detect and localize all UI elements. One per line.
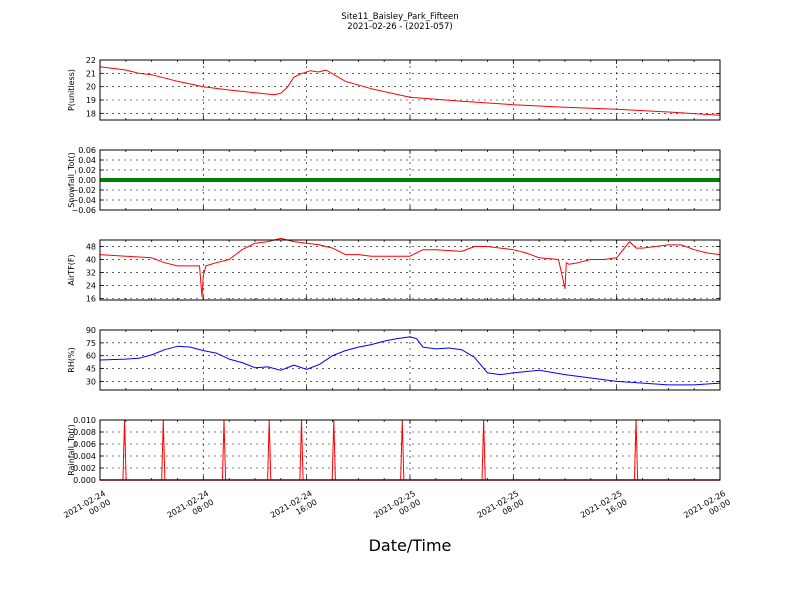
plot-frame: [99, 329, 721, 391]
y-tick-label: 0.04: [78, 156, 96, 165]
rainfall-spike: [267, 419, 272, 481]
y-axis-label: RH(%): [67, 347, 76, 372]
y-tick-label: 0.00: [78, 176, 96, 185]
panel-4: 30 45 60 75 90 RH(%): [67, 326, 721, 391]
rainfall-spike: [122, 419, 127, 481]
y-tick-label: 0.06: [78, 146, 96, 155]
y-tick-label: 32: [86, 268, 96, 277]
plot-frame: [99, 419, 721, 481]
series-line: [99, 66, 721, 116]
panel-5: 0.000 0.002 0.004 0.006 0.008 0.010Rainfall_T…: [67, 416, 721, 485]
y-tick-label: 20: [86, 83, 96, 92]
y-tick-label: 0.006: [73, 440, 96, 449]
y-tick-label: 21: [86, 69, 96, 78]
rainfall-spike: [481, 419, 486, 481]
y-tick-label: 0.008: [73, 428, 96, 437]
rainfall-spike: [633, 419, 639, 481]
y-tick-label: 48: [86, 242, 96, 251]
series-line: [99, 336, 721, 386]
panel-2: −0.06−0.04−0.020.000.020.040.06Snowfall_…: [67, 146, 721, 215]
y-tick-label: 0.010: [73, 416, 96, 425]
plot-frame: [99, 239, 721, 301]
y-axis-label: Rainfall_Tot(): [67, 424, 76, 476]
y-tick-label: 18: [86, 109, 96, 118]
chart-subtitle: 2021-02-26 - (2021-057): [347, 22, 452, 32]
plot-frame: [99, 149, 721, 211]
y-axis-label: P(unitless): [67, 69, 76, 111]
y-tick-label: −0.02: [71, 186, 96, 195]
y-tick-label: 0.000: [73, 476, 96, 485]
y-tick-label: 24: [86, 281, 96, 290]
y-axis-label: Snowfall_Tot(): [67, 152, 76, 208]
series-line: [99, 237, 721, 298]
y-tick-label: 90: [86, 326, 96, 335]
panels: 1819202122P(unitless)−0.06−0.04−0.020.00…: [67, 56, 721, 485]
panel-1: 18 19 20 21 22 P(unitless): [67, 56, 721, 121]
rainfall-spike: [221, 419, 227, 481]
y-tick-label: 30: [86, 377, 96, 386]
y-tick-label: 45: [86, 365, 96, 374]
rainfall-spike: [161, 419, 166, 481]
panel-3: 16 24 32 40 48 AirTF(F): [67, 237, 721, 303]
y-tick-label: 0.002: [73, 464, 96, 473]
y-tick-label: 22: [86, 56, 96, 65]
y-tick-label: −0.04: [71, 196, 96, 205]
y-tick-label: 19: [86, 96, 96, 105]
rainfall-spike: [400, 419, 405, 481]
chart-title: Site11_Baisley_Park_Fifteen: [341, 12, 458, 22]
y-tick-label: 16: [86, 294, 96, 303]
y-tick-label: 75: [86, 339, 96, 348]
y-tick-label: 0.004: [73, 452, 96, 461]
y-tick-label: 60: [86, 352, 96, 361]
y-tick-label: 40: [86, 255, 96, 264]
rainfall-spike: [331, 419, 336, 481]
y-axis-label: AirTF(F): [67, 254, 76, 285]
x-axis-label: Date/Time: [369, 536, 452, 555]
rainfall-spike: [299, 419, 304, 481]
y-tick-label: −0.06: [71, 206, 96, 215]
plot-frame: [99, 59, 721, 121]
y-tick-label: 0.02: [78, 166, 96, 175]
